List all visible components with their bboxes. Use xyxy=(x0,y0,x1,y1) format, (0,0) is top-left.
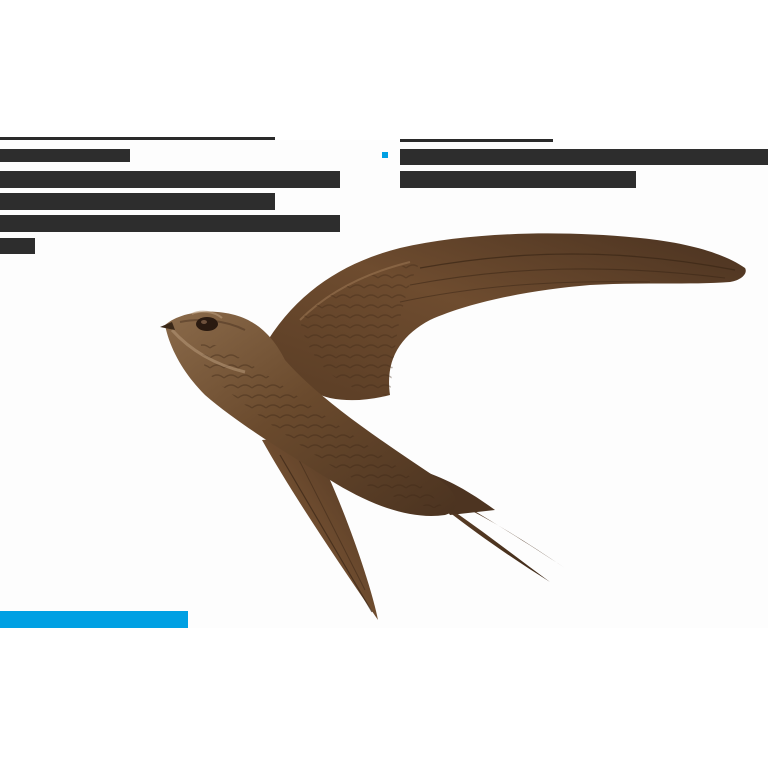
redacted-text-line xyxy=(0,238,35,254)
left-header-rule xyxy=(0,137,275,140)
accent-bar xyxy=(0,611,188,628)
lower-wing xyxy=(262,439,378,620)
redacted-text-line xyxy=(400,171,636,188)
redacted-text-line xyxy=(0,171,340,188)
redacted-text-line xyxy=(0,215,340,232)
accent-bullet xyxy=(382,152,388,158)
upper-wing xyxy=(268,233,746,401)
right-header-rule xyxy=(400,139,553,142)
redacted-heading-left xyxy=(0,149,130,162)
head xyxy=(160,310,223,331)
redacted-heading-right xyxy=(400,149,768,165)
redacted-text-line xyxy=(0,193,275,210)
